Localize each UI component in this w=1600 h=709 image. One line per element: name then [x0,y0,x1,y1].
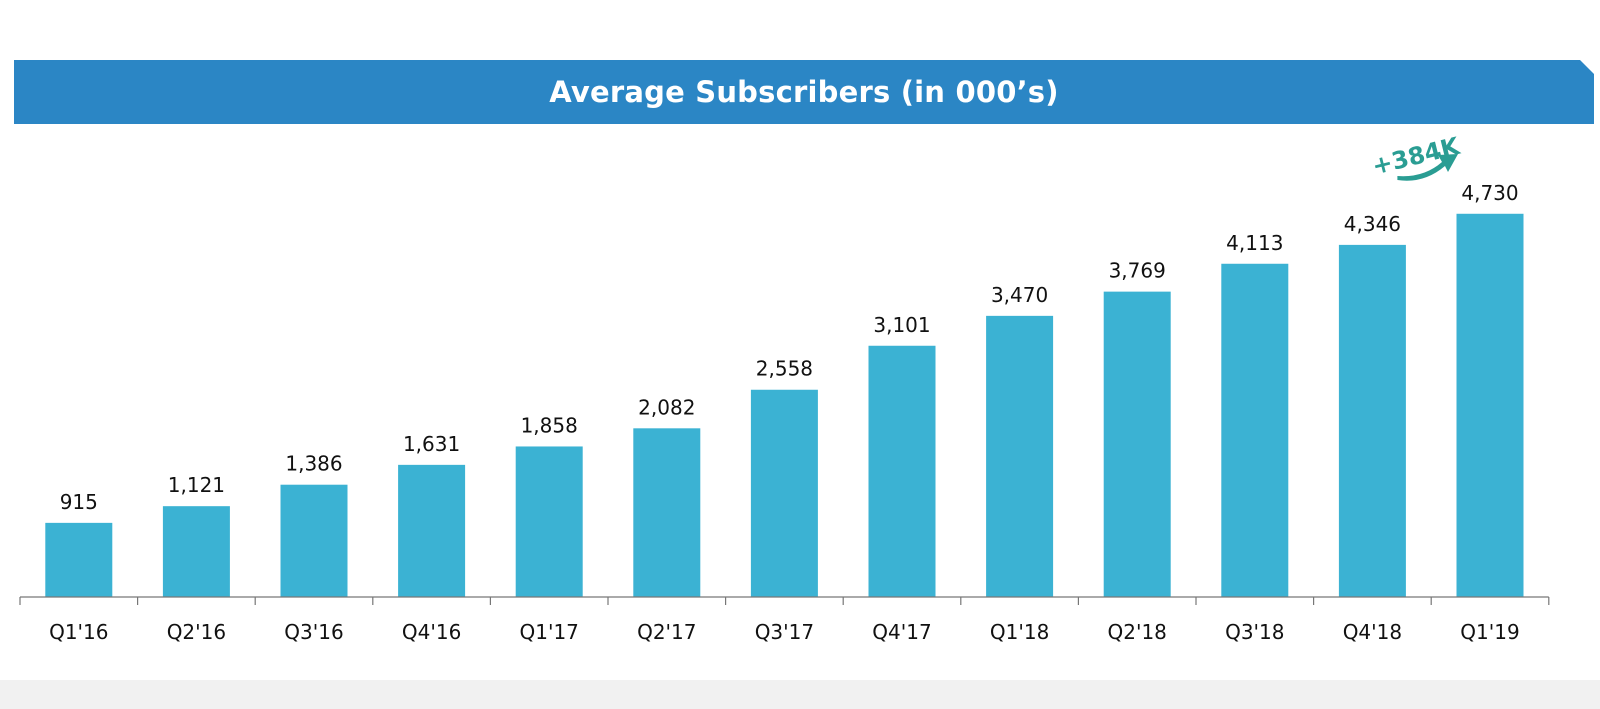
growth-arrow-icon [1397,154,1458,181]
bar [633,428,701,597]
bar [45,522,113,597]
bar [986,315,1054,597]
x-axis [19,596,1550,605]
bar [1338,244,1406,597]
bar-value-label: 1,386 [285,452,342,476]
x-tick-label: Q2'16 [167,620,226,644]
x-tick-labels-group: Q1'16 Q2'16 Q3'16 Q4'16 Q1'17 Q2'17 Q3'17 Q4'17… [49,620,1520,644]
bar-value-label: 4,730 [1461,181,1518,205]
x-tick-label: Q1'18 [990,620,1049,644]
x-tick-label: Q1'16 [49,620,108,644]
bar-value-label: 915 [60,490,98,514]
bar-value-label: 4,113 [1226,231,1283,255]
x-tick-label: Q2'17 [637,620,696,644]
bar [1221,263,1289,597]
x-tick-label: Q3'16 [284,620,343,644]
bar-value-label: 2,558 [756,357,813,381]
x-tick-label: Q1'19 [1460,620,1519,644]
bar [162,506,230,597]
bar-value-label: 3,101 [873,313,930,337]
bar-value-label: 4,346 [1344,212,1401,236]
x-tick-label: Q4'18 [1343,620,1402,644]
growth-annotation: +384K [1369,132,1464,181]
bar-value-label: 1,121 [168,473,225,497]
bar [750,389,818,597]
chart-title: Average Subscribers (in 000’s) [549,75,1059,109]
x-tick-label: Q2'18 [1107,620,1166,644]
bar [398,464,466,597]
bar [1103,291,1171,597]
bar-value-label: 3,470 [991,283,1048,307]
bar-value-label: 2,082 [638,395,695,419]
x-tick-label: Q3'17 [755,620,814,644]
bars-group [45,213,1524,597]
chart-title-banner: Average Subscribers (in 000’s) [14,60,1594,124]
bar-value-label: 1,858 [521,413,578,437]
growth-annotation-label: +384K [1369,132,1463,181]
x-tick-label: Q3'18 [1225,620,1284,644]
bar [515,446,583,597]
bar-value-label: 1,631 [403,432,460,456]
bar [280,484,348,597]
bar-value-label: 3,769 [1109,259,1166,283]
x-tick-label: Q1'17 [519,620,578,644]
bar [1456,213,1524,597]
footer-strip [0,680,1600,709]
bar [868,345,936,597]
value-labels-group: 915 1,121 1,386 1,631 1,858 2,082 2,558 3,101 3,… [60,181,1519,514]
banner-background [14,60,1594,124]
x-tick-label: Q4'17 [872,620,931,644]
x-tick-label: Q4'16 [402,620,461,644]
